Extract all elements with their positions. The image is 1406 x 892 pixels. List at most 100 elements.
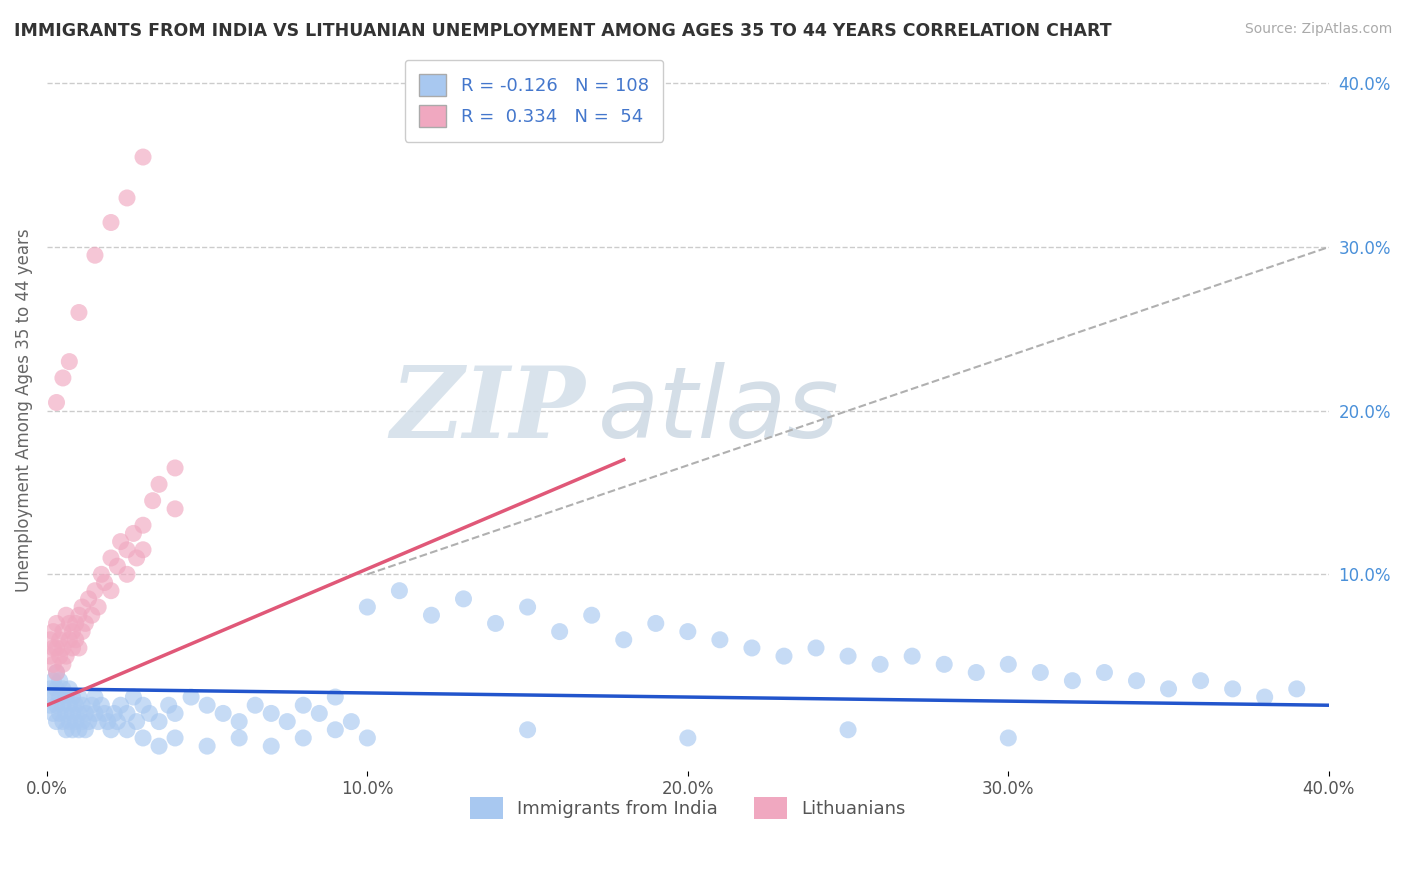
Point	[62, 690, 84, 704]
Text: IMMIGRANTS FROM INDIA VS LITHUANIAN UNEMPLOYMENT AMONG AGES 35 TO 44 YEARS CORRE: IMMIGRANTS FROM INDIA VS LITHUANIAN UNEM…	[14, 22, 1112, 40]
Point	[115, 542, 138, 557]
Point	[125, 551, 148, 566]
Point	[420, 608, 443, 623]
Point	[70, 714, 93, 729]
Point	[52, 371, 75, 385]
Point	[48, 673, 70, 688]
Point	[62, 706, 84, 721]
Point	[934, 657, 956, 672]
Point	[45, 616, 67, 631]
Point	[39, 681, 62, 696]
Point	[837, 723, 859, 737]
Point	[100, 551, 122, 566]
Point	[132, 542, 155, 557]
Point	[245, 698, 267, 713]
Point	[292, 731, 315, 745]
Point	[87, 600, 110, 615]
Point	[157, 698, 180, 713]
Point	[195, 698, 218, 713]
Point	[1157, 681, 1180, 696]
Point	[48, 649, 70, 664]
Point	[45, 665, 67, 680]
Point	[55, 723, 77, 737]
Point	[62, 640, 84, 655]
Point	[165, 461, 187, 475]
Point	[90, 567, 112, 582]
Point	[58, 681, 80, 696]
Point	[1222, 681, 1244, 696]
Text: Source: ZipAtlas.com: Source: ZipAtlas.com	[1244, 22, 1392, 37]
Point	[90, 698, 112, 713]
Text: ZIP: ZIP	[391, 362, 585, 459]
Point	[110, 698, 132, 713]
Point	[58, 632, 80, 647]
Point	[39, 632, 62, 647]
Point	[228, 731, 250, 745]
Point	[773, 649, 796, 664]
Point	[581, 608, 603, 623]
Point	[901, 649, 924, 664]
Point	[105, 714, 128, 729]
Point	[837, 649, 859, 664]
Point	[55, 690, 77, 704]
Point	[516, 600, 538, 615]
Point	[80, 698, 103, 713]
Point	[39, 698, 62, 713]
Point	[45, 665, 67, 680]
Point	[67, 723, 90, 737]
Point	[84, 583, 107, 598]
Point	[276, 714, 298, 729]
Point	[148, 739, 170, 753]
Point	[75, 706, 97, 721]
Point	[323, 723, 346, 737]
Point	[58, 714, 80, 729]
Point	[48, 632, 70, 647]
Point	[115, 723, 138, 737]
Point	[165, 501, 187, 516]
Point	[142, 493, 165, 508]
Point	[75, 616, 97, 631]
Point	[87, 714, 110, 729]
Point	[75, 723, 97, 737]
Point	[132, 698, 155, 713]
Point	[115, 706, 138, 721]
Point	[1189, 673, 1212, 688]
Point	[1062, 673, 1084, 688]
Point	[165, 706, 187, 721]
Point	[52, 657, 75, 672]
Point	[110, 534, 132, 549]
Point	[42, 690, 65, 704]
Point	[356, 600, 378, 615]
Point	[709, 632, 731, 647]
Point	[100, 215, 122, 229]
Text: atlas: atlas	[598, 362, 839, 459]
Point	[148, 477, 170, 491]
Point	[1253, 690, 1275, 704]
Point	[77, 591, 100, 606]
Point	[42, 706, 65, 721]
Y-axis label: Unemployment Among Ages 35 to 44 years: Unemployment Among Ages 35 to 44 years	[15, 229, 32, 592]
Point	[52, 624, 75, 639]
Point	[516, 723, 538, 737]
Point	[52, 714, 75, 729]
Point	[228, 714, 250, 729]
Point	[67, 305, 90, 319]
Point	[138, 706, 160, 721]
Point	[58, 698, 80, 713]
Point	[70, 624, 93, 639]
Point	[100, 583, 122, 598]
Point	[80, 608, 103, 623]
Point	[340, 714, 363, 729]
Point	[55, 706, 77, 721]
Point	[741, 640, 763, 655]
Point	[212, 706, 235, 721]
Point	[1029, 665, 1052, 680]
Point	[965, 665, 987, 680]
Point	[869, 657, 891, 672]
Point	[105, 559, 128, 574]
Point	[180, 690, 202, 704]
Point	[93, 706, 115, 721]
Point	[67, 706, 90, 721]
Point	[308, 706, 330, 721]
Point	[997, 731, 1019, 745]
